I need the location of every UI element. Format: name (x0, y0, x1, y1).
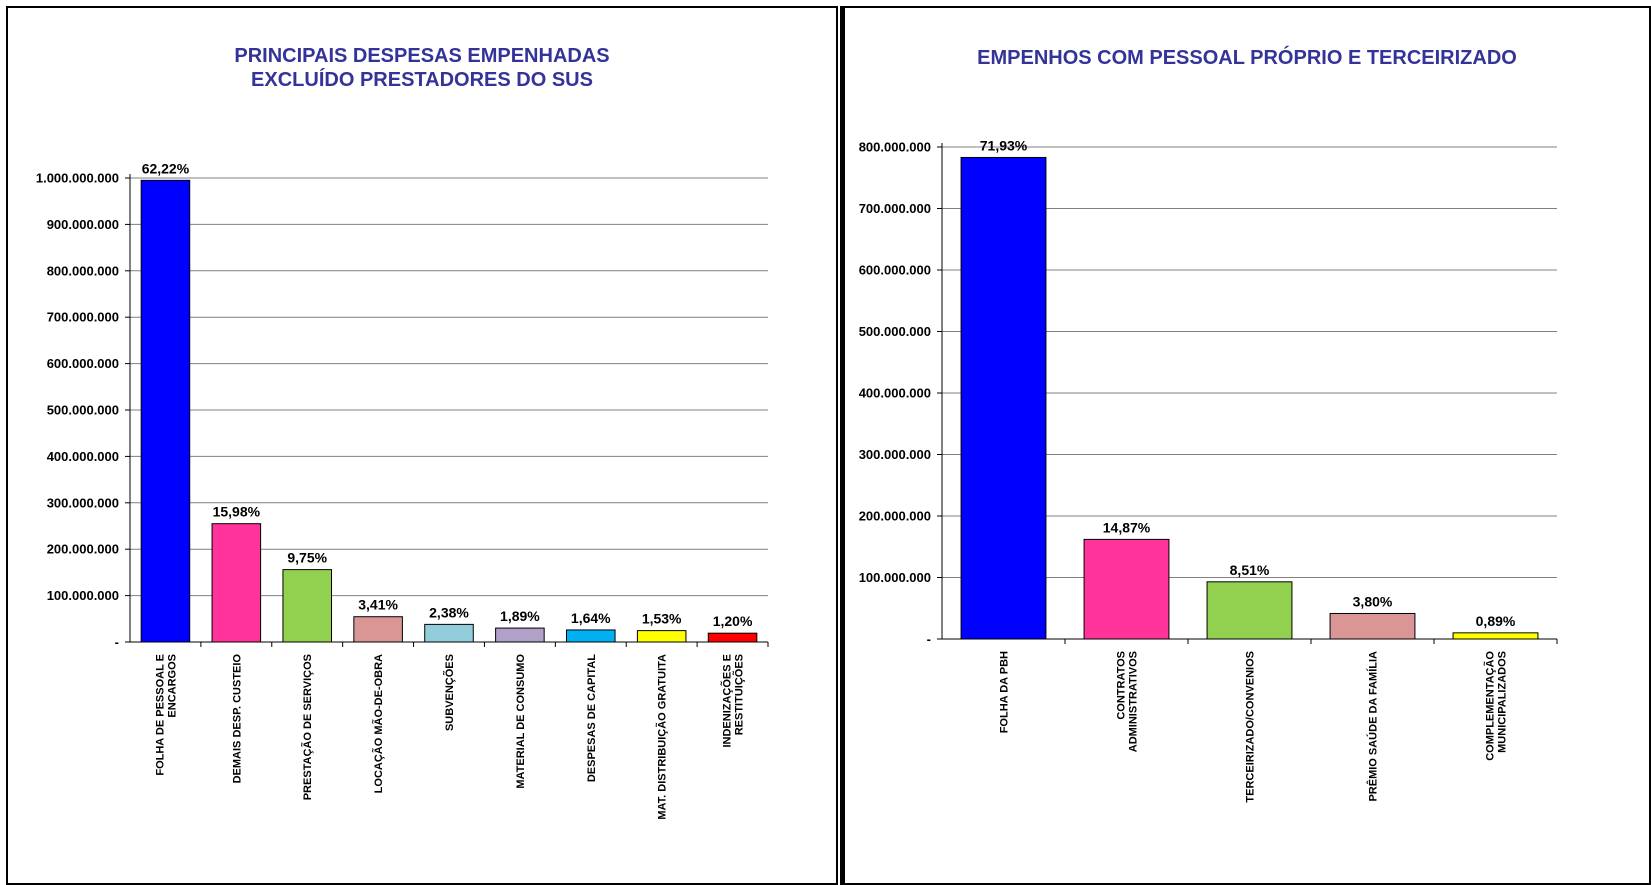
right-category-label: MUNICIPALIZADOS (1497, 651, 1509, 753)
left-data-label: 1,53% (642, 611, 682, 627)
left-y-tick-label: 300.000.000 (47, 495, 119, 510)
right-category-label: TERCEIRIZADO/CONVENIOS (1245, 651, 1257, 803)
left-category-label: INDENIZAÇÕES E (721, 654, 734, 748)
right-category-label-group: TERCEIRIZADO/CONVENIOS (1245, 651, 1257, 803)
left-category-label: MAT. DISTRIBUIÇÃO GRATUITA (656, 654, 669, 820)
left-bar (636, 630, 687, 643)
right-bar (960, 156, 1047, 640)
left-category-label-group: DESPESAS DE CAPITAL (586, 654, 598, 782)
right-bar (1329, 612, 1416, 640)
left-category-label-group: PRESTAÇÃO DE SERVIÇOS (301, 654, 314, 800)
left-category-label-group: MAT. DISTRIBUIÇÃO GRATUITA (656, 654, 669, 820)
right-data-label: 8,51% (1230, 562, 1270, 578)
right-bar (1452, 632, 1539, 640)
left-data-label: 9,75% (287, 550, 327, 566)
left-bar (495, 627, 545, 643)
left-y-tick-label: 600.000.000 (47, 356, 119, 371)
left-category-label-group: LOCAÇÃO MÃO-DE-OBRA (372, 654, 385, 793)
left-y-tick-label: 1.000.000.000 (36, 171, 119, 186)
left-category-label-group: FOLHA DE PESSOAL E ENCARGOS (154, 654, 178, 776)
left-category-label: MATERIAL DE CONSUMO (515, 654, 527, 789)
left-category-label: PRESTAÇÃO DE SERVIÇOS (301, 654, 314, 800)
right-category-label: COMPLEMENTAÇÃO (1484, 651, 1497, 761)
right-chart-title: EMPENHOS COM PESSOAL PRÓPRIO E TERCEIRIZ… (977, 47, 1517, 69)
left-category-label: DEMAIS DESP. CUSTEIO (231, 654, 243, 784)
right-data-label: 3,80% (1353, 593, 1393, 609)
left-category-label-group: DEMAIS DESP. CUSTEIO (231, 654, 243, 784)
left-category-label: RESTITUIÇÕES (733, 654, 746, 735)
left-category-label-group: SUBVENÇÕES (443, 654, 456, 731)
right-bar-chart: - 100.000.000 200.000.000 300.000.000 400.00… (859, 137, 1558, 803)
left-bar (140, 179, 191, 643)
left-data-label: 62,22% (142, 160, 190, 176)
left-y-tick-label: 900.000.000 (47, 217, 119, 232)
left-category-label: SUBVENÇÕES (443, 654, 456, 731)
left-bar-chart: - 100.000.000 200.000.000 300.000.000 400.00… (36, 160, 769, 820)
left-bar (211, 523, 262, 643)
left-bar (353, 616, 403, 643)
right-data-label: 0,89% (1476, 613, 1516, 629)
right-category-label: ADMINISTRATIVOS (1128, 651, 1140, 752)
right-y-tick-label: 700.000.000 (859, 201, 931, 216)
right-category-label-group: PRÊMIO SAÚDE DA FAMÍLIA (1367, 651, 1380, 802)
left-data-label: 1,89% (500, 608, 540, 624)
left-category-label: DESPESAS DE CAPITAL (586, 654, 598, 782)
left-category-label-group: INDENIZAÇÕES E RESTITUIÇÕES (721, 654, 746, 748)
right-data-label: 14,87% (1103, 519, 1151, 535)
right-y-tick-label: 100.000.000 (859, 570, 931, 585)
left-y-tick-label: 500.000.000 (47, 403, 119, 418)
left-y-tick-label: 400.000.000 (47, 449, 119, 464)
left-data-label: 2,38% (429, 604, 469, 620)
right-category-label-group: CONTRATOS ADMINISTRATIVOS (1116, 651, 1140, 752)
left-category-label-group: MATERIAL DE CONSUMO (515, 654, 527, 789)
right-y-tick-label: 200.000.000 (859, 509, 931, 524)
right-category-label: FOLHA DA PBH (999, 651, 1011, 733)
left-y-tick-label: 200.000.000 (47, 542, 119, 557)
right-y-tick-label: 600.000.000 (859, 263, 931, 278)
left-data-label: 1,64% (571, 610, 611, 626)
right-y-tick-label: 500.000.000 (859, 324, 931, 339)
right-y-tick-label: 400.000.000 (859, 386, 931, 401)
left-category-label: FOLHA DE PESSOAL E (154, 654, 166, 776)
left-category-label: ENCARGOS (166, 654, 178, 718)
right-bar (1206, 581, 1293, 640)
right-category-label: CONTRATOS (1116, 651, 1128, 720)
left-y-tick-label: - (115, 635, 119, 650)
left-bar (282, 569, 333, 643)
right-bar (1083, 538, 1170, 640)
left-data-label: 1,20% (713, 613, 753, 629)
left-y-tick-label: 800.000.000 (47, 263, 119, 278)
right-category-label-group: FOLHA DA PBH (999, 651, 1011, 733)
left-data-label: 3,41% (358, 597, 398, 613)
left-bar (424, 623, 474, 643)
right-category-label: PRÊMIO SAÚDE DA FAMÍLIA (1367, 651, 1380, 802)
left-y-tick-label: 700.000.000 (47, 310, 119, 325)
right-y-tick-label: 300.000.000 (859, 447, 931, 462)
left-y-tick-label: 100.000.000 (47, 588, 119, 603)
left-chart-title: PRINCIPAIS DESPESAS EMPENHADAS EXCLUÍDO … (234, 45, 610, 91)
left-chart-panel: PRINCIPAIS DESPESAS EMPENHADAS EXCLUÍDO … (6, 6, 838, 885)
left-data-label: 15,98% (213, 504, 261, 520)
right-data-label: 71,93% (980, 137, 1028, 153)
right-chart-panel: EMPENHOS COM PESSOAL PRÓPRIO E TERCEIRIZ… (840, 6, 1651, 885)
right-y-tick-label: - (927, 632, 931, 647)
right-y-tick-label: 800.000.000 (859, 140, 931, 155)
left-bar (707, 632, 758, 643)
left-bar (565, 629, 616, 643)
left-category-label: LOCAÇÃO MÃO-DE-OBRA (372, 654, 385, 793)
right-category-label-group: COMPLEMENTAÇÃO MUNICIPALIZADOS (1484, 651, 1509, 761)
